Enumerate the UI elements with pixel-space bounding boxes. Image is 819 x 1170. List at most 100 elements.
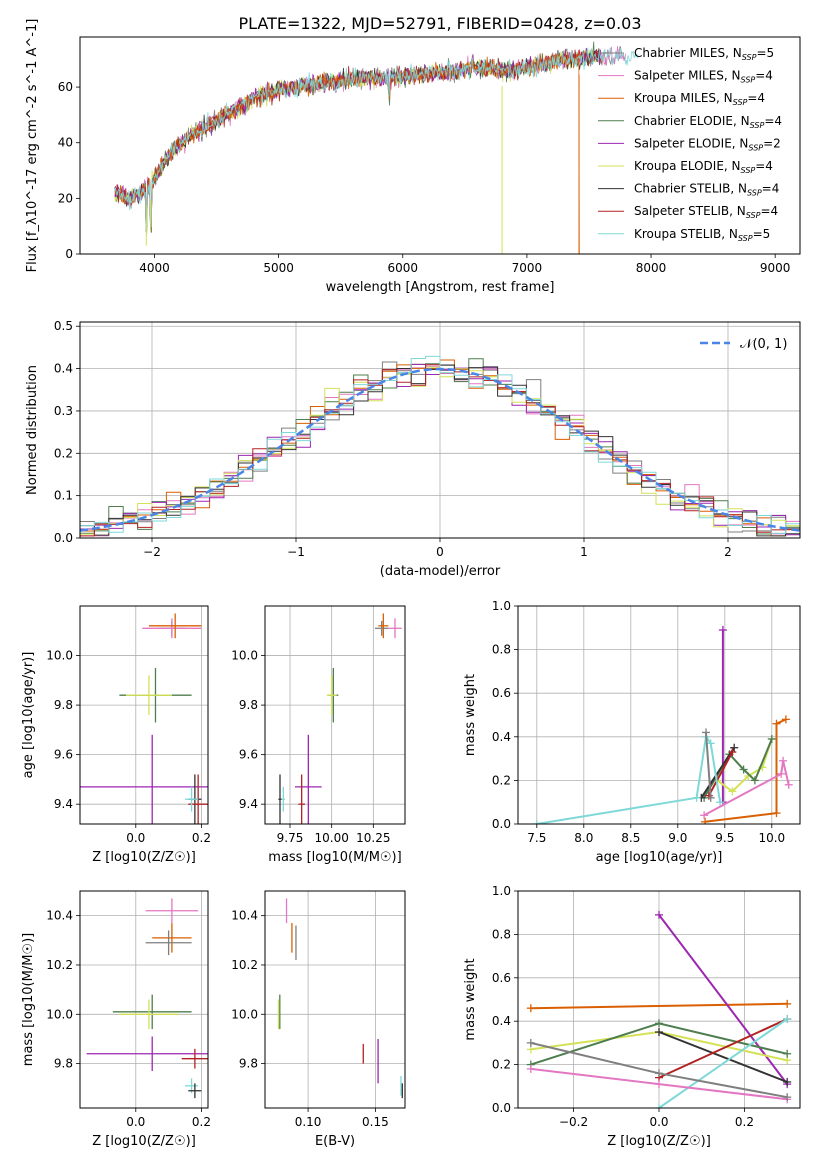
y-tick-label: 10.0 (231, 649, 258, 663)
x-tick-label: 9000 (760, 261, 791, 275)
x-tick-label: 8.5 (621, 831, 640, 845)
y-axis-label: mass weight (463, 958, 478, 1040)
x-tick-label: 0.0 (126, 831, 145, 845)
x-tick-label: 9.75 (277, 831, 304, 845)
x-axis-label: mass [log10(M/M☉)] (268, 850, 401, 865)
y-tick-label: 0.0 (492, 1101, 511, 1115)
axes-frame (79, 321, 801, 539)
x-tick-label: 0.0 (649, 1115, 668, 1129)
x-tick-label: 5000 (263, 261, 294, 275)
y-axis-label: age [log10(age/yr)] (21, 652, 36, 779)
y-axis-label: mass [log10(M/M☉)] (21, 933, 36, 1066)
y-tick-label: 0.8 (492, 927, 511, 941)
gaussian-curve (80, 367, 800, 532)
mass-weight-line (703, 760, 790, 817)
legend-label: Chabrier STELIB, NSSP=4 (634, 182, 779, 198)
panel-mass_weight_vs_Z: −0.2 0.0 0.2 0.0 0.2 0.4 0.6 0.8 1.0 Z [log10(Z/Z… (463, 884, 801, 1149)
x-tick-label: 0.2 (192, 831, 211, 845)
x-tick-label: 0 (436, 545, 444, 559)
x-tick-label: −1 (287, 545, 305, 559)
plot-area (86, 898, 208, 1099)
panel-mass_vs_Z: 0.0 0.2 9.8 10.0 10.2 10.4 Z [log10(Z/Z☉)] mass… (21, 890, 211, 1149)
axes-frame (264, 890, 406, 1109)
x-tick-label: 9.5 (715, 831, 734, 845)
y-tick-label: 0.1 (54, 489, 73, 503)
mass-weight-line (658, 1018, 788, 1079)
axes-frame (79, 605, 209, 825)
y-tick-label: 0.2 (492, 1058, 511, 1072)
figure-title: PLATE=1322, MJD=52791, FIBERID=0428, z=0… (238, 14, 641, 33)
plot-area (114, 41, 639, 254)
y-tick-label: 10.4 (46, 909, 73, 923)
plot-area (526, 910, 792, 1108)
x-tick-label: 1 (580, 545, 588, 559)
y-axis-label: Flux [f_λ10^-17 erg cm^-2 s^-1 A^-1] (25, 19, 40, 273)
mass-weight-line (530, 1002, 788, 1010)
y-tick-label: 1.0 (492, 884, 511, 898)
x-tick-label: −2 (143, 545, 161, 559)
spectrum-line (114, 47, 639, 235)
y-tick-label: 0.6 (492, 686, 511, 700)
y-tick-label: 1.0 (492, 599, 511, 613)
panel-mass_weight_vs_age: 7.5 8.0 8.5 9.0 9.5 10.0 0.0 0.2 0.4 0.6 0.8 1.0 age… (463, 599, 801, 865)
axes-frame (79, 890, 209, 1109)
legend-label: Salpeter MILES, NSSP=4 (634, 69, 773, 85)
mass-weight-line (658, 1018, 788, 1108)
y-tick-label: 0.4 (492, 1014, 511, 1028)
panel-age_vs_Z: 0.0 0.2 9.4 9.6 9.8 10.0 Z [log10(Z/Z☉)] age [l… (21, 605, 211, 865)
y-tick-label: 10.2 (231, 958, 258, 972)
mass-weight-line (658, 914, 788, 1085)
plot-area (80, 355, 800, 537)
x-tick-label: 9.0 (668, 831, 687, 845)
y-tick-label: 10.0 (46, 649, 73, 663)
y-tick-label: 10.2 (46, 958, 73, 972)
x-tick-label: 7000 (512, 261, 543, 275)
y-tick-label: 0.3 (54, 404, 73, 418)
x-tick-label: 0.2 (192, 1115, 211, 1129)
y-axis-label: mass weight (463, 674, 478, 756)
y-tick-label: 0.4 (54, 362, 73, 376)
x-tick-label: 6000 (387, 261, 418, 275)
gaussian-legend-label: 𝒩(0, 1) (740, 337, 787, 352)
plot-area (80, 613, 208, 824)
x-axis-label: Z [log10(Z/Z☉)] (92, 850, 196, 865)
x-tick-label: 0.15 (362, 1115, 389, 1129)
y-tick-label: 20 (58, 191, 73, 205)
x-axis-label: wavelength [Angstrom, rest frame] (326, 280, 555, 295)
panel-spectrum: 4000 5000 6000 7000 8000 9000 0 20 40 60 wavelengt… (25, 19, 801, 295)
mass-weight-line (707, 751, 734, 797)
panel-mass_vs_ebv: 0.10 0.15 9.8 10.0 10.2 10.4 E(B-V) (231, 890, 406, 1149)
y-tick-label: 0.2 (54, 446, 73, 460)
mass-weight-line (658, 1031, 788, 1083)
plot-area (278, 613, 402, 824)
y-tick-label: 10.0 (231, 1007, 258, 1021)
y-tick-label: 9.4 (239, 797, 258, 811)
x-tick-label: 0.2 (735, 1115, 754, 1129)
y-tick-label: 10.4 (231, 909, 258, 923)
panel-residuals: −2 −1 0 1 2 0.0 0.1 0.2 0.3 0.4 0.5 (data-model)/er… (25, 319, 801, 579)
panel-age_vs_mass: 9.75 10.00 10.25 9.4 9.6 9.8 10.0 mass [log10(M… (231, 605, 406, 865)
y-tick-label: 60 (58, 80, 73, 94)
legend: Chabrier MILES, NSSP=5 Salpeter MILES, NS… (598, 46, 782, 243)
x-tick-label: 10.00 (314, 831, 348, 845)
y-tick-label: 9.6 (239, 748, 258, 762)
y-tick-label: 9.8 (239, 1057, 258, 1071)
y-tick-label: 0.0 (492, 817, 511, 831)
x-tick-label: 10.0 (758, 831, 785, 845)
x-axis-label: Z [log10(Z/Z☉)] (92, 1134, 196, 1149)
legend-label: Salpeter ELODIE, NSSP=2 (634, 136, 781, 152)
legend-label: Salpeter STELIB, NSSP=4 (634, 204, 778, 220)
x-tick-label: 0.10 (295, 1115, 322, 1129)
y-tick-label: 10.0 (46, 1007, 73, 1021)
y-tick-label: 9.8 (239, 698, 258, 712)
x-axis-label: (data-model)/error (380, 564, 501, 579)
axes-frame (264, 605, 406, 825)
axes-frame (79, 36, 801, 255)
mass-weight-line (700, 747, 736, 799)
x-tick-label: 4000 (139, 261, 170, 275)
y-tick-label: 0.4 (492, 730, 511, 744)
x-tick-label: 7.5 (527, 831, 546, 845)
x-axis-label: E(B-V) (315, 1134, 355, 1149)
x-tick-label: 2 (724, 545, 732, 559)
y-tick-label: 0.6 (492, 971, 511, 985)
